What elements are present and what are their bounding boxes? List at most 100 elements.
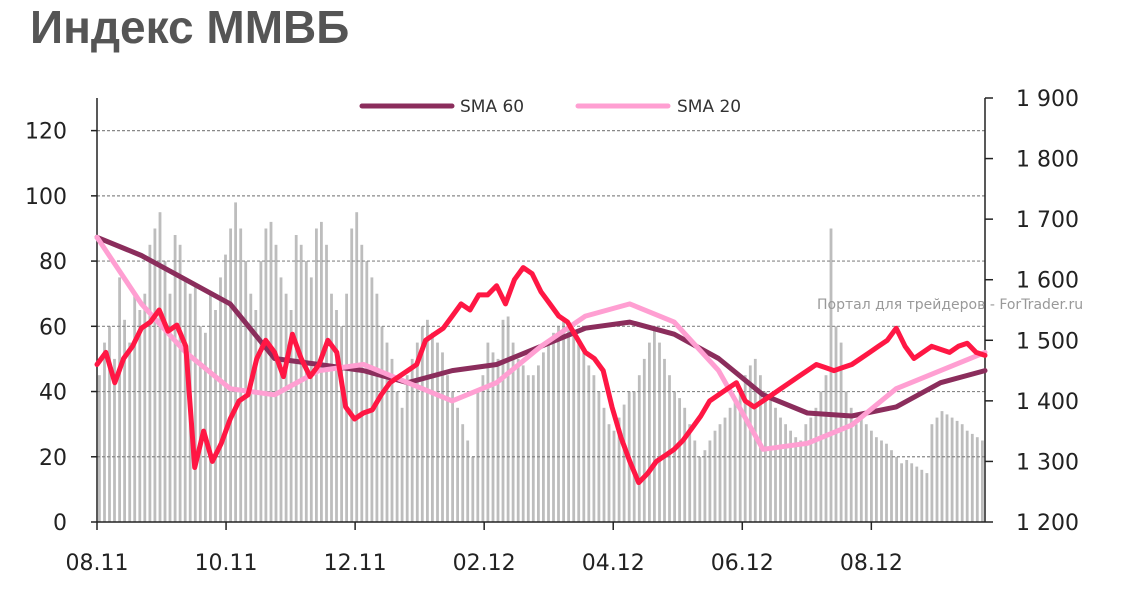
volume-bar bbox=[905, 460, 909, 522]
volume-bar bbox=[915, 466, 919, 522]
volume-bar bbox=[405, 375, 409, 522]
volume-bar bbox=[360, 244, 364, 523]
right-tick-label: 1 300 bbox=[1016, 450, 1079, 475]
volume-bar bbox=[299, 244, 303, 523]
volume-bar bbox=[375, 293, 379, 522]
volume-bar bbox=[466, 440, 470, 522]
volume-bar bbox=[183, 277, 187, 522]
volume-bar bbox=[284, 293, 288, 522]
volume-bar bbox=[875, 437, 878, 522]
volume-bar bbox=[925, 473, 929, 522]
volume-bar bbox=[607, 424, 611, 522]
volume-bar bbox=[461, 424, 465, 522]
volume-bar bbox=[209, 293, 212, 522]
volume-bar bbox=[648, 342, 651, 522]
volume-bar bbox=[415, 342, 419, 522]
volume-bar bbox=[436, 342, 439, 522]
volume-bar bbox=[491, 352, 495, 522]
volume-bar bbox=[138, 310, 142, 522]
x-tick-label: 12.11 bbox=[324, 551, 387, 576]
legend-label-sma60: SMA 60 bbox=[460, 97, 524, 117]
volume-bar bbox=[703, 450, 707, 522]
x-tick-label: 02.12 bbox=[453, 551, 516, 576]
volume-bar bbox=[193, 287, 197, 522]
volume-bar bbox=[718, 424, 722, 522]
left-tick-label: 0 bbox=[53, 511, 67, 536]
volume-bar bbox=[198, 326, 202, 522]
volume-bar bbox=[420, 326, 424, 522]
volume-bar bbox=[683, 407, 687, 522]
volume-bar bbox=[456, 407, 459, 522]
volume-bar bbox=[769, 398, 772, 522]
volume-bar bbox=[668, 375, 671, 522]
volume-bar bbox=[748, 365, 752, 522]
volume-bar bbox=[975, 437, 979, 522]
volume-bar bbox=[794, 437, 798, 522]
x-tick-label: 06.12 bbox=[711, 551, 774, 576]
volume-bar bbox=[809, 417, 813, 522]
volume-bar bbox=[133, 293, 137, 522]
index-line bbox=[94, 265, 988, 486]
sma20-line bbox=[94, 234, 988, 452]
watermark: Портал для трейдеров - ForTrader.ru bbox=[817, 297, 1083, 313]
volume-bar bbox=[309, 277, 313, 522]
volume-bar bbox=[965, 430, 969, 522]
volume-bar bbox=[910, 463, 914, 522]
volume-bar bbox=[340, 326, 343, 522]
left-tick-label: 80 bbox=[39, 250, 67, 275]
volume-bar bbox=[426, 319, 429, 522]
volume-bar bbox=[542, 352, 545, 522]
volume-bar bbox=[592, 375, 596, 522]
volume-bar bbox=[214, 310, 217, 522]
volume-bar bbox=[264, 228, 268, 522]
volume-bar bbox=[960, 424, 964, 522]
volume-bar bbox=[168, 293, 172, 522]
volume-bar bbox=[496, 358, 500, 522]
volume-bar bbox=[113, 358, 116, 522]
volume-bar bbox=[410, 358, 414, 522]
volume-bar bbox=[642, 358, 646, 522]
volume-bar bbox=[370, 277, 374, 522]
volume-bar bbox=[274, 244, 278, 523]
volume-bar bbox=[239, 228, 243, 522]
series-lines bbox=[94, 234, 988, 486]
volume-bar bbox=[693, 440, 697, 522]
volume-bar bbox=[819, 391, 823, 522]
left-tick-label: 120 bbox=[25, 120, 67, 145]
volume-bar bbox=[224, 254, 227, 522]
volume-bar bbox=[178, 244, 182, 523]
volume-bar bbox=[602, 407, 606, 522]
volume-bar bbox=[653, 326, 656, 522]
volume-bar bbox=[128, 342, 132, 522]
volume-bar bbox=[870, 430, 873, 522]
volume-bar bbox=[930, 424, 934, 522]
volume-bar bbox=[839, 342, 843, 522]
left-tick-label: 100 bbox=[25, 185, 67, 210]
volume-bar bbox=[728, 407, 732, 522]
right-tick-label: 1 500 bbox=[1016, 329, 1079, 354]
volume-bar bbox=[688, 424, 692, 522]
right-tick-label: 1 200 bbox=[1016, 511, 1079, 536]
volume-bar bbox=[567, 326, 570, 522]
volume-bar bbox=[774, 407, 777, 522]
volume-bar bbox=[531, 375, 535, 522]
volume-bar bbox=[824, 375, 828, 522]
volume-bar bbox=[582, 352, 586, 522]
volume-bar bbox=[940, 411, 944, 522]
volume-bar bbox=[335, 310, 338, 522]
volume-bar bbox=[385, 342, 389, 522]
volume-bar bbox=[173, 235, 177, 522]
right-tick-label: 1 700 bbox=[1016, 208, 1079, 233]
volume-bar bbox=[526, 375, 530, 522]
volume-bar bbox=[743, 375, 747, 522]
volume-bar bbox=[547, 342, 550, 522]
volume-bar bbox=[713, 430, 717, 522]
volume-bar bbox=[108, 326, 111, 522]
volume-bar bbox=[950, 417, 954, 522]
left-tick-label: 20 bbox=[39, 446, 67, 471]
volume-bar bbox=[511, 342, 515, 522]
volume-bar bbox=[486, 342, 490, 522]
right-tick-label: 1 800 bbox=[1016, 148, 1079, 173]
volume-bar bbox=[400, 407, 404, 522]
volume-bar bbox=[254, 310, 258, 522]
